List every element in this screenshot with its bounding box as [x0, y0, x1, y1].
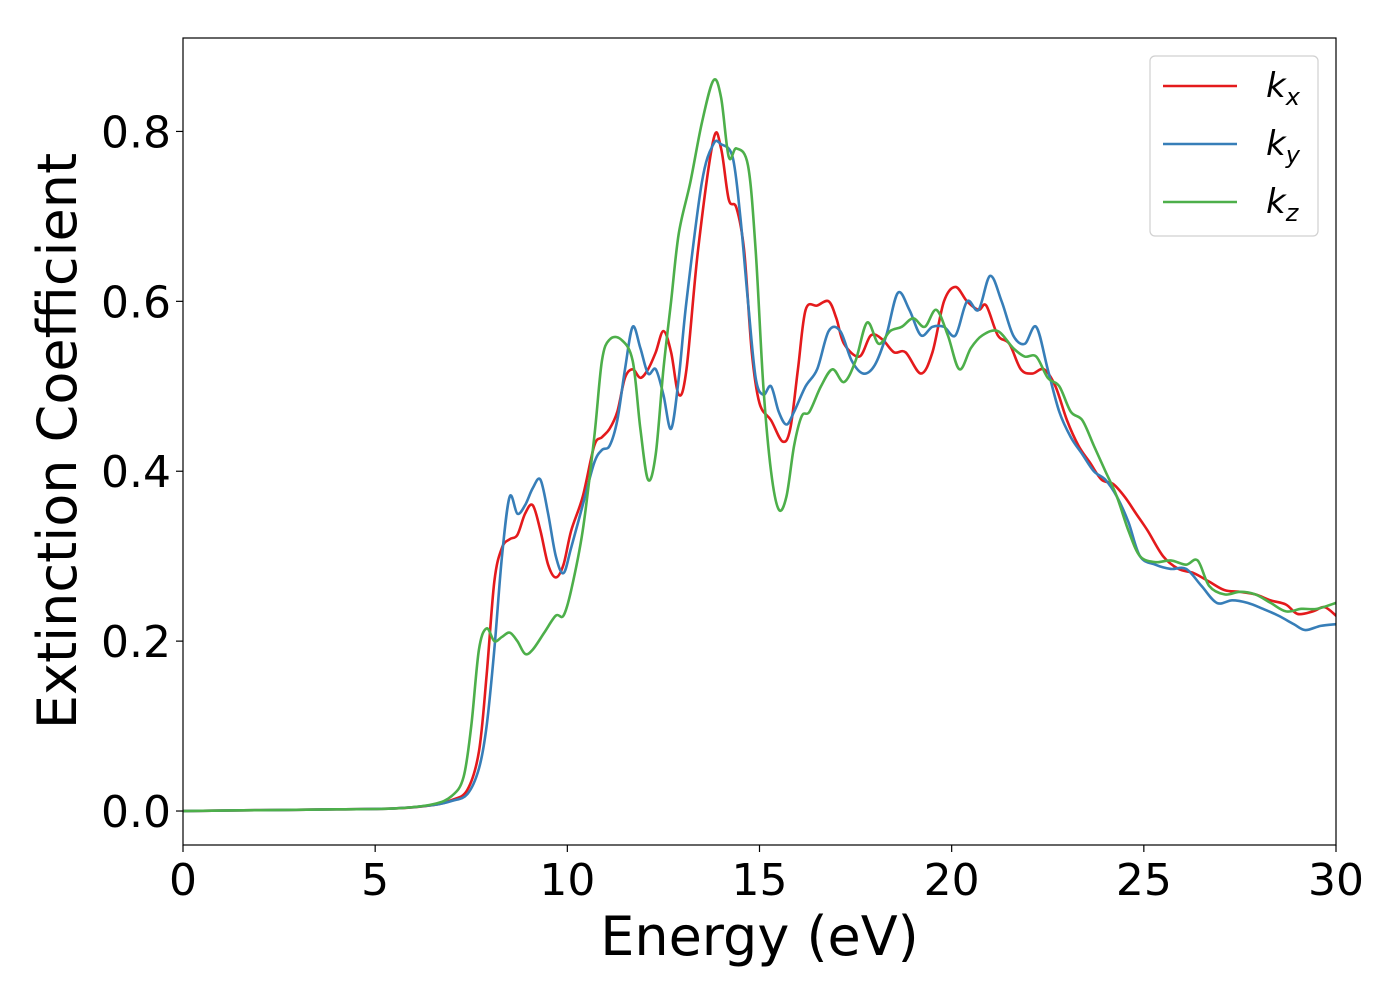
- x-axis: 0 5 10 15 20 25 30: [169, 845, 1364, 906]
- series-line-kz: [183, 78, 1336, 813]
- legend-label-kz: kz: [1266, 182, 1300, 227]
- series-line-kx: [183, 131, 1336, 813]
- y-tick-label: 0.8: [101, 107, 171, 158]
- x-tick-label: 15: [732, 855, 788, 906]
- y-tick-label: 0.2: [101, 617, 171, 668]
- x-tick-label: 30: [1308, 855, 1364, 906]
- legend-label-kx: kx: [1266, 66, 1301, 111]
- x-tick-label: 20: [924, 855, 980, 906]
- x-tick-label: 0: [169, 855, 197, 906]
- y-tick-label: 0.4: [101, 447, 171, 498]
- x-axis-label: Energy (eV): [600, 905, 919, 968]
- plot-area-background: [183, 38, 1336, 845]
- x-tick-label: 25: [1116, 855, 1172, 906]
- legend: kx ky kz: [1149, 55, 1319, 237]
- y-axis-label: Extinction Coefficient: [26, 153, 89, 729]
- x-tick-label: 5: [361, 855, 389, 906]
- legend-frame: [1149, 55, 1319, 237]
- series-layer: [183, 78, 1336, 813]
- x-tick-label: 10: [539, 855, 595, 906]
- y-tick-label: 0.6: [101, 277, 171, 328]
- y-tick-label: 0.0: [101, 787, 171, 838]
- legend-label-ky: ky: [1266, 124, 1301, 169]
- y-axis: 0.0 0.2 0.4 0.6 0.8: [101, 107, 183, 838]
